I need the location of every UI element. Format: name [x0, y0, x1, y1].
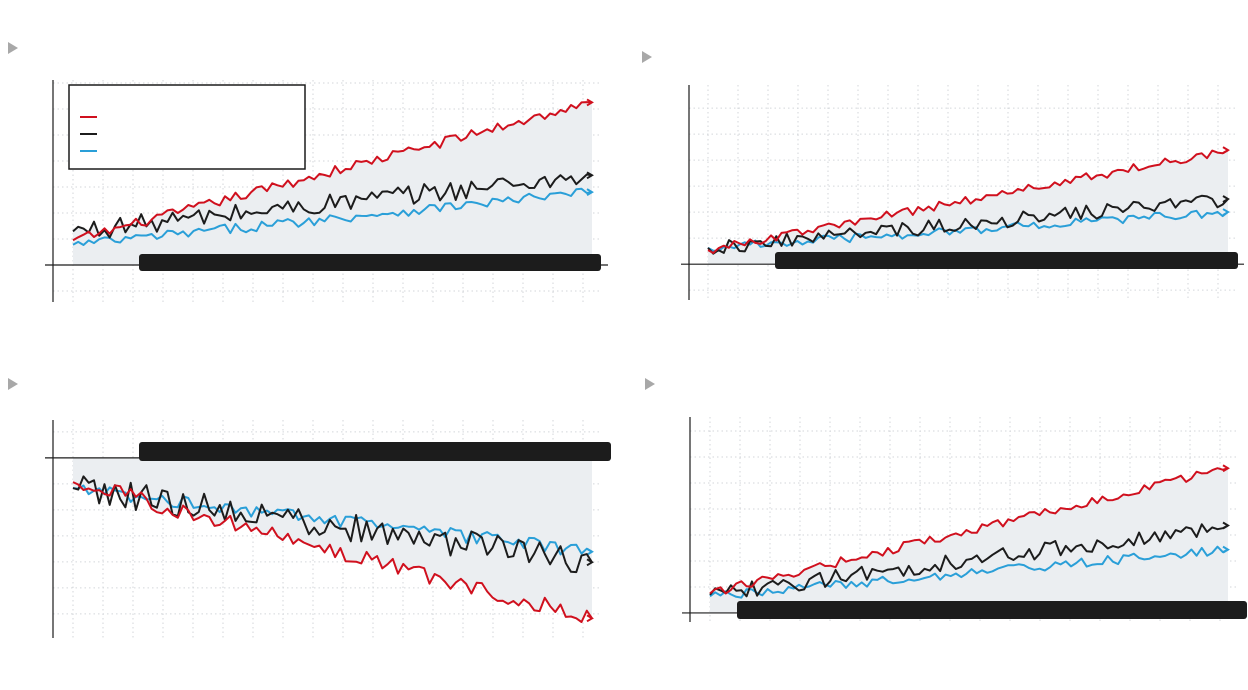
series-end-marker-blue	[1222, 545, 1230, 554]
series-end-marker-red	[1222, 464, 1230, 473]
legend	[68, 84, 306, 170]
series-line-red	[72, 101, 593, 242]
series-end-marker-red	[1222, 146, 1230, 155]
panel-2-marker-icon	[642, 51, 652, 63]
area-fill	[73, 102, 592, 265]
series-line-blue	[709, 545, 1229, 599]
series-end-marker-black	[586, 558, 594, 567]
series-line-black	[709, 523, 1229, 598]
series-line-black	[72, 173, 593, 239]
redaction-bar	[737, 601, 1247, 619]
series-end-marker-red	[586, 98, 594, 107]
panel-1-marker-icon	[8, 42, 18, 54]
series-line-black	[72, 475, 593, 574]
series-end-marker-blue	[1222, 208, 1230, 216]
panel-4-marker-icon	[645, 378, 655, 390]
series-line-red	[707, 149, 1229, 254]
redaction-bar	[139, 254, 601, 271]
chart-panel-3	[45, 420, 611, 638]
series-end-marker-black	[1222, 521, 1230, 530]
series-end-marker-black	[1222, 195, 1230, 203]
series-line-red	[72, 481, 593, 623]
series-end-marker-blue	[586, 547, 594, 556]
redaction-bar	[775, 252, 1238, 269]
series-line-red	[709, 467, 1229, 595]
chart-panel-2	[681, 85, 1244, 300]
series-end-marker-blue	[586, 188, 594, 196]
series-line-black	[707, 194, 1229, 255]
legend-box	[68, 84, 306, 170]
area-fill	[73, 457, 592, 622]
panel-3-marker-icon	[8, 378, 18, 390]
redaction-bar	[139, 442, 611, 461]
chart-panel-1	[45, 80, 608, 302]
series-line-blue	[72, 187, 593, 246]
chart-panel-4	[682, 417, 1247, 622]
series-end-marker-black	[586, 171, 594, 180]
series-end-marker-red	[586, 614, 594, 623]
